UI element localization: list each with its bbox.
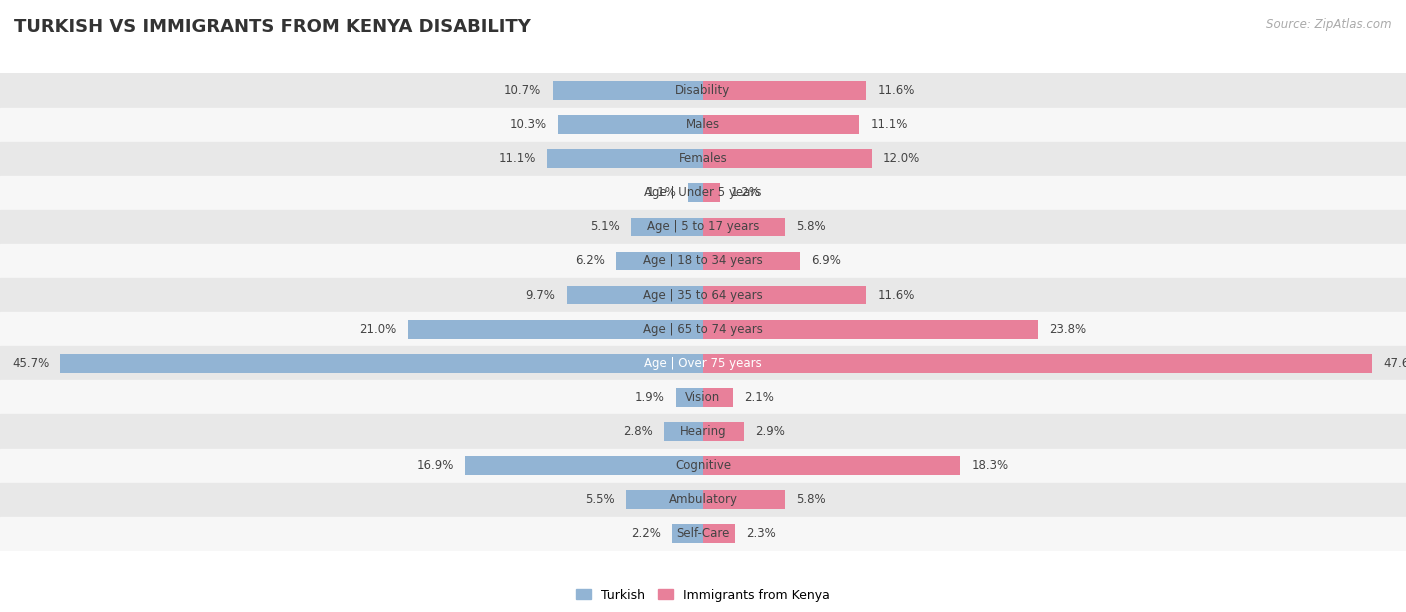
Text: 47.6%: 47.6% xyxy=(1384,357,1406,370)
Bar xyxy=(703,217,785,236)
Bar xyxy=(0,346,1406,380)
Bar xyxy=(703,490,785,509)
Text: 6.2%: 6.2% xyxy=(575,255,605,267)
Bar xyxy=(703,286,866,304)
Text: Ambulatory: Ambulatory xyxy=(668,493,738,506)
Text: 45.7%: 45.7% xyxy=(13,357,49,370)
Text: Age | 35 to 64 years: Age | 35 to 64 years xyxy=(643,289,763,302)
Text: Age | 18 to 34 years: Age | 18 to 34 years xyxy=(643,255,763,267)
Text: TURKISH VS IMMIGRANTS FROM KENYA DISABILITY: TURKISH VS IMMIGRANTS FROM KENYA DISABIL… xyxy=(14,18,531,36)
Text: 23.8%: 23.8% xyxy=(1049,323,1085,335)
Bar xyxy=(0,517,1406,551)
Bar xyxy=(0,73,1406,108)
Text: 16.9%: 16.9% xyxy=(416,459,454,472)
Text: 1.1%: 1.1% xyxy=(647,186,676,200)
Text: Vision: Vision xyxy=(685,391,721,404)
Bar xyxy=(676,388,703,407)
Text: 1.9%: 1.9% xyxy=(636,391,665,404)
Bar xyxy=(703,252,800,271)
Text: Age | 65 to 74 years: Age | 65 to 74 years xyxy=(643,323,763,335)
Text: 2.1%: 2.1% xyxy=(744,391,773,404)
Bar xyxy=(408,320,703,338)
Text: 11.1%: 11.1% xyxy=(870,118,908,131)
Bar xyxy=(0,449,1406,483)
Bar xyxy=(703,354,1372,373)
Bar xyxy=(664,422,703,441)
Text: 2.8%: 2.8% xyxy=(623,425,652,438)
Bar xyxy=(0,210,1406,244)
Bar xyxy=(0,108,1406,141)
Bar xyxy=(0,312,1406,346)
Text: 2.3%: 2.3% xyxy=(747,528,776,540)
Bar xyxy=(631,217,703,236)
Bar xyxy=(60,354,703,373)
Text: 18.3%: 18.3% xyxy=(972,459,1008,472)
Bar xyxy=(547,149,703,168)
Text: Age | Over 75 years: Age | Over 75 years xyxy=(644,357,762,370)
Bar xyxy=(0,141,1406,176)
Bar xyxy=(465,456,703,475)
Text: 5.5%: 5.5% xyxy=(585,493,614,506)
Bar xyxy=(703,320,1038,338)
Text: 6.9%: 6.9% xyxy=(811,255,841,267)
Text: Hearing: Hearing xyxy=(679,425,727,438)
Bar xyxy=(703,524,735,543)
Bar xyxy=(0,414,1406,449)
Text: Age | Under 5 years: Age | Under 5 years xyxy=(644,186,762,200)
Text: Cognitive: Cognitive xyxy=(675,459,731,472)
Bar xyxy=(558,115,703,134)
Text: 10.3%: 10.3% xyxy=(510,118,547,131)
Text: 1.2%: 1.2% xyxy=(731,186,761,200)
Bar xyxy=(0,380,1406,414)
Text: 11.6%: 11.6% xyxy=(877,84,915,97)
Bar xyxy=(703,81,866,100)
Text: Males: Males xyxy=(686,118,720,131)
Bar xyxy=(0,483,1406,517)
Bar xyxy=(703,388,733,407)
Text: Disability: Disability xyxy=(675,84,731,97)
Text: Self-Care: Self-Care xyxy=(676,528,730,540)
Text: 5.8%: 5.8% xyxy=(796,493,825,506)
Text: 5.8%: 5.8% xyxy=(796,220,825,233)
Text: 11.6%: 11.6% xyxy=(877,289,915,302)
Bar xyxy=(703,149,872,168)
Bar xyxy=(703,184,720,202)
Bar xyxy=(567,286,703,304)
Bar xyxy=(688,184,703,202)
Text: Source: ZipAtlas.com: Source: ZipAtlas.com xyxy=(1267,18,1392,31)
Bar xyxy=(0,244,1406,278)
Text: 2.9%: 2.9% xyxy=(755,425,785,438)
Bar xyxy=(672,524,703,543)
Text: Females: Females xyxy=(679,152,727,165)
Bar xyxy=(703,422,744,441)
Bar xyxy=(703,456,960,475)
Text: Age | 5 to 17 years: Age | 5 to 17 years xyxy=(647,220,759,233)
Bar xyxy=(626,490,703,509)
Bar xyxy=(0,176,1406,210)
Text: 2.2%: 2.2% xyxy=(631,528,661,540)
Text: 9.7%: 9.7% xyxy=(526,289,555,302)
Bar xyxy=(0,278,1406,312)
Legend: Turkish, Immigrants from Kenya: Turkish, Immigrants from Kenya xyxy=(571,584,835,606)
Text: 11.1%: 11.1% xyxy=(498,152,536,165)
Text: 21.0%: 21.0% xyxy=(360,323,396,335)
Text: 10.7%: 10.7% xyxy=(505,84,541,97)
Bar xyxy=(703,115,859,134)
Text: 5.1%: 5.1% xyxy=(591,220,620,233)
Bar xyxy=(616,252,703,271)
Bar xyxy=(553,81,703,100)
Text: 12.0%: 12.0% xyxy=(883,152,920,165)
